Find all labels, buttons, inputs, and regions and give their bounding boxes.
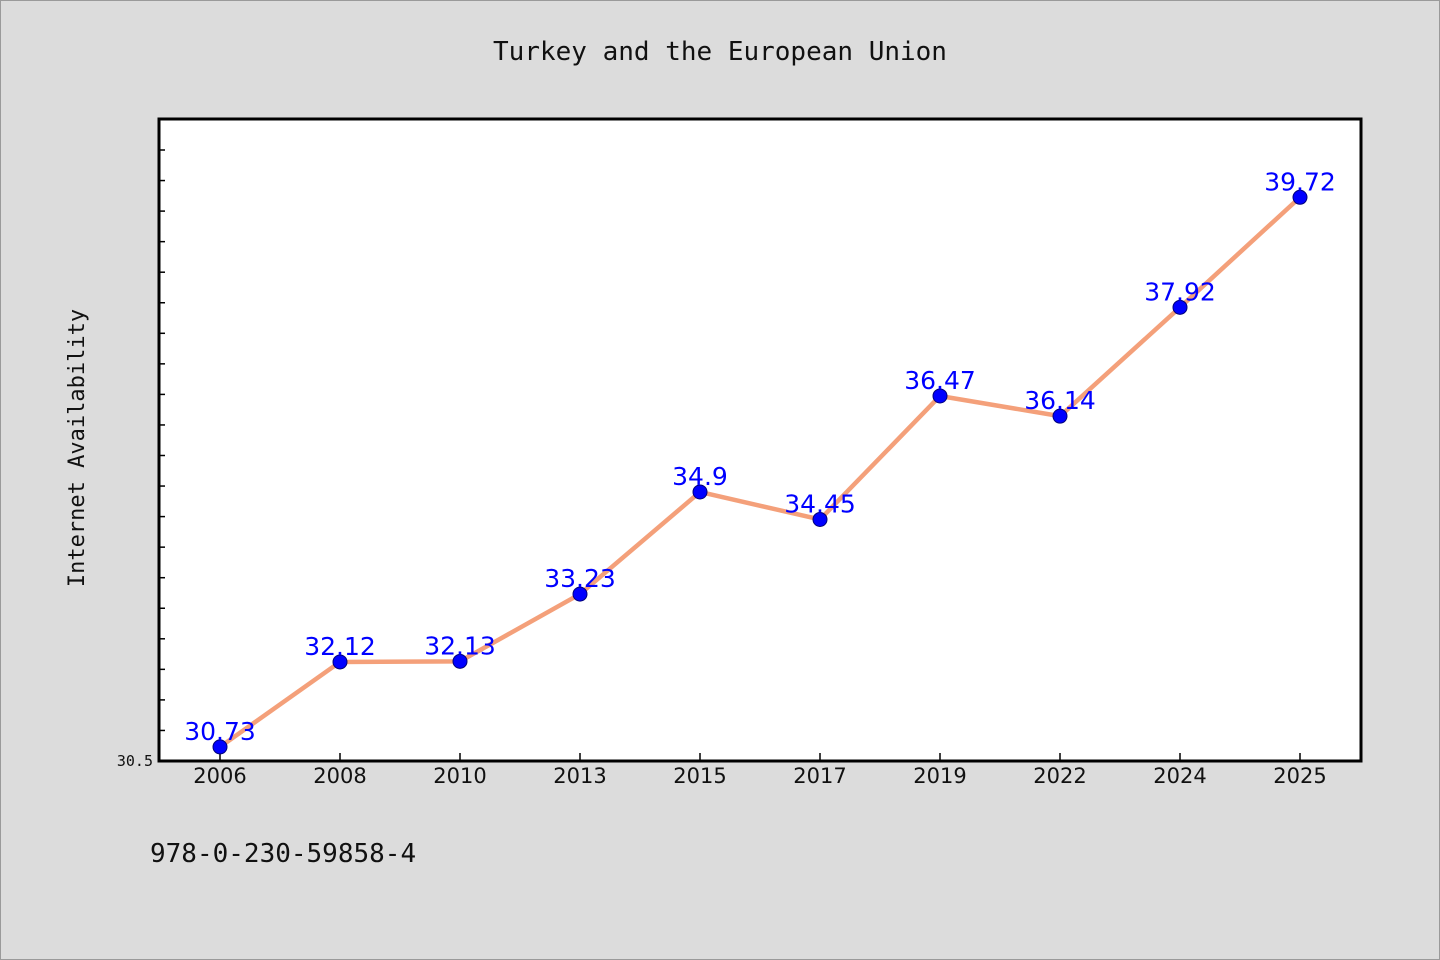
y-tick-label: 30.5 — [117, 752, 153, 770]
data-point — [212, 739, 228, 755]
x-tick-label: 2015 — [673, 764, 726, 788]
data-label: 39.72 — [1264, 167, 1336, 196]
data-point — [1292, 189, 1308, 205]
data-point — [1052, 408, 1068, 424]
chart-title: Turkey and the European Union — [493, 37, 947, 67]
data-label: 37.92 — [1144, 277, 1216, 306]
data-label: 36.47 — [904, 366, 976, 395]
data-label: 36.14 — [1024, 386, 1096, 415]
y-axis-minor-ticks — [159, 149, 165, 762]
data-point — [692, 484, 708, 500]
data-point — [452, 653, 468, 669]
x-tick-label: 2017 — [793, 764, 846, 788]
data-label: 30.73 — [184, 717, 256, 746]
x-tick-label: 2013 — [553, 764, 606, 788]
x-tick-label: 2025 — [1273, 764, 1326, 788]
data-label: 33.23 — [544, 564, 616, 593]
x-tick-label: 2010 — [433, 764, 486, 788]
plot-area — [157, 117, 1363, 763]
data-label: 34.45 — [784, 489, 856, 518]
data-point — [812, 511, 828, 527]
data-label: 32.12 — [304, 632, 376, 661]
y-axis-label: Internet Availability — [65, 309, 90, 587]
x-axis-tick-labels: 2006 2008 2010 2013 2015 2017 2019 2022 2024 2025 — [193, 764, 1326, 788]
x-tick-label: 2022 — [1033, 764, 1086, 788]
series-line — [218, 195, 1302, 749]
data-point — [1172, 299, 1188, 315]
x-tick-label: 2024 — [1153, 764, 1206, 788]
data-label: 34.9 — [672, 462, 728, 491]
data-label: 32.13 — [424, 631, 496, 660]
series-internet-availability: 30.73 32.12 32.13 33.23 34.9 34.45 36.47 36.14 3… — [184, 167, 1336, 755]
isbn-footer: 978-0-230-59858-4 — [150, 839, 416, 869]
data-point — [332, 654, 348, 670]
x-tick-label: 2019 — [913, 764, 966, 788]
x-tick-label: 2008 — [313, 764, 366, 788]
data-point — [932, 388, 948, 404]
data-point — [572, 586, 588, 602]
x-tick-label: 2006 — [193, 764, 246, 788]
